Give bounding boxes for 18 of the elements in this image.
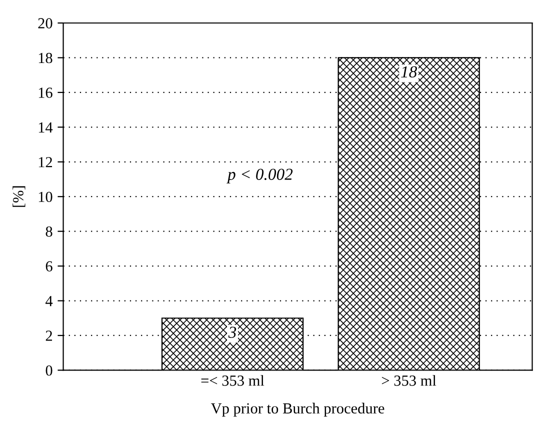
- y-tick-label: 20: [38, 18, 52, 28]
- y-tick-label: 16: [38, 88, 52, 98]
- y-tick-label: 4: [46, 296, 53, 306]
- y-tick-label: 8: [46, 226, 52, 237]
- y-tick-label: 0: [46, 365, 52, 376]
- y-tick-label: 14: [38, 122, 53, 132]
- annotation: p < 0.002: [226, 168, 293, 184]
- y-tick-label: 10: [38, 192, 52, 202]
- x-tick-label: > 353 ml: [382, 375, 436, 386]
- data-label: 18: [401, 66, 417, 78]
- x-axis-title: Vp prior to Burch procedure: [210, 402, 384, 417]
- data-label: 3: [228, 326, 236, 338]
- y-tick-label: 6: [46, 261, 52, 272]
- y-tick-label: 2: [46, 330, 52, 341]
- y-axis-title: [%]: [12, 186, 26, 207]
- x-tick-label: =< 353 ml: [201, 375, 264, 386]
- y-tick-label: 18: [38, 52, 52, 64]
- y-tick-label: 12: [38, 157, 52, 168]
